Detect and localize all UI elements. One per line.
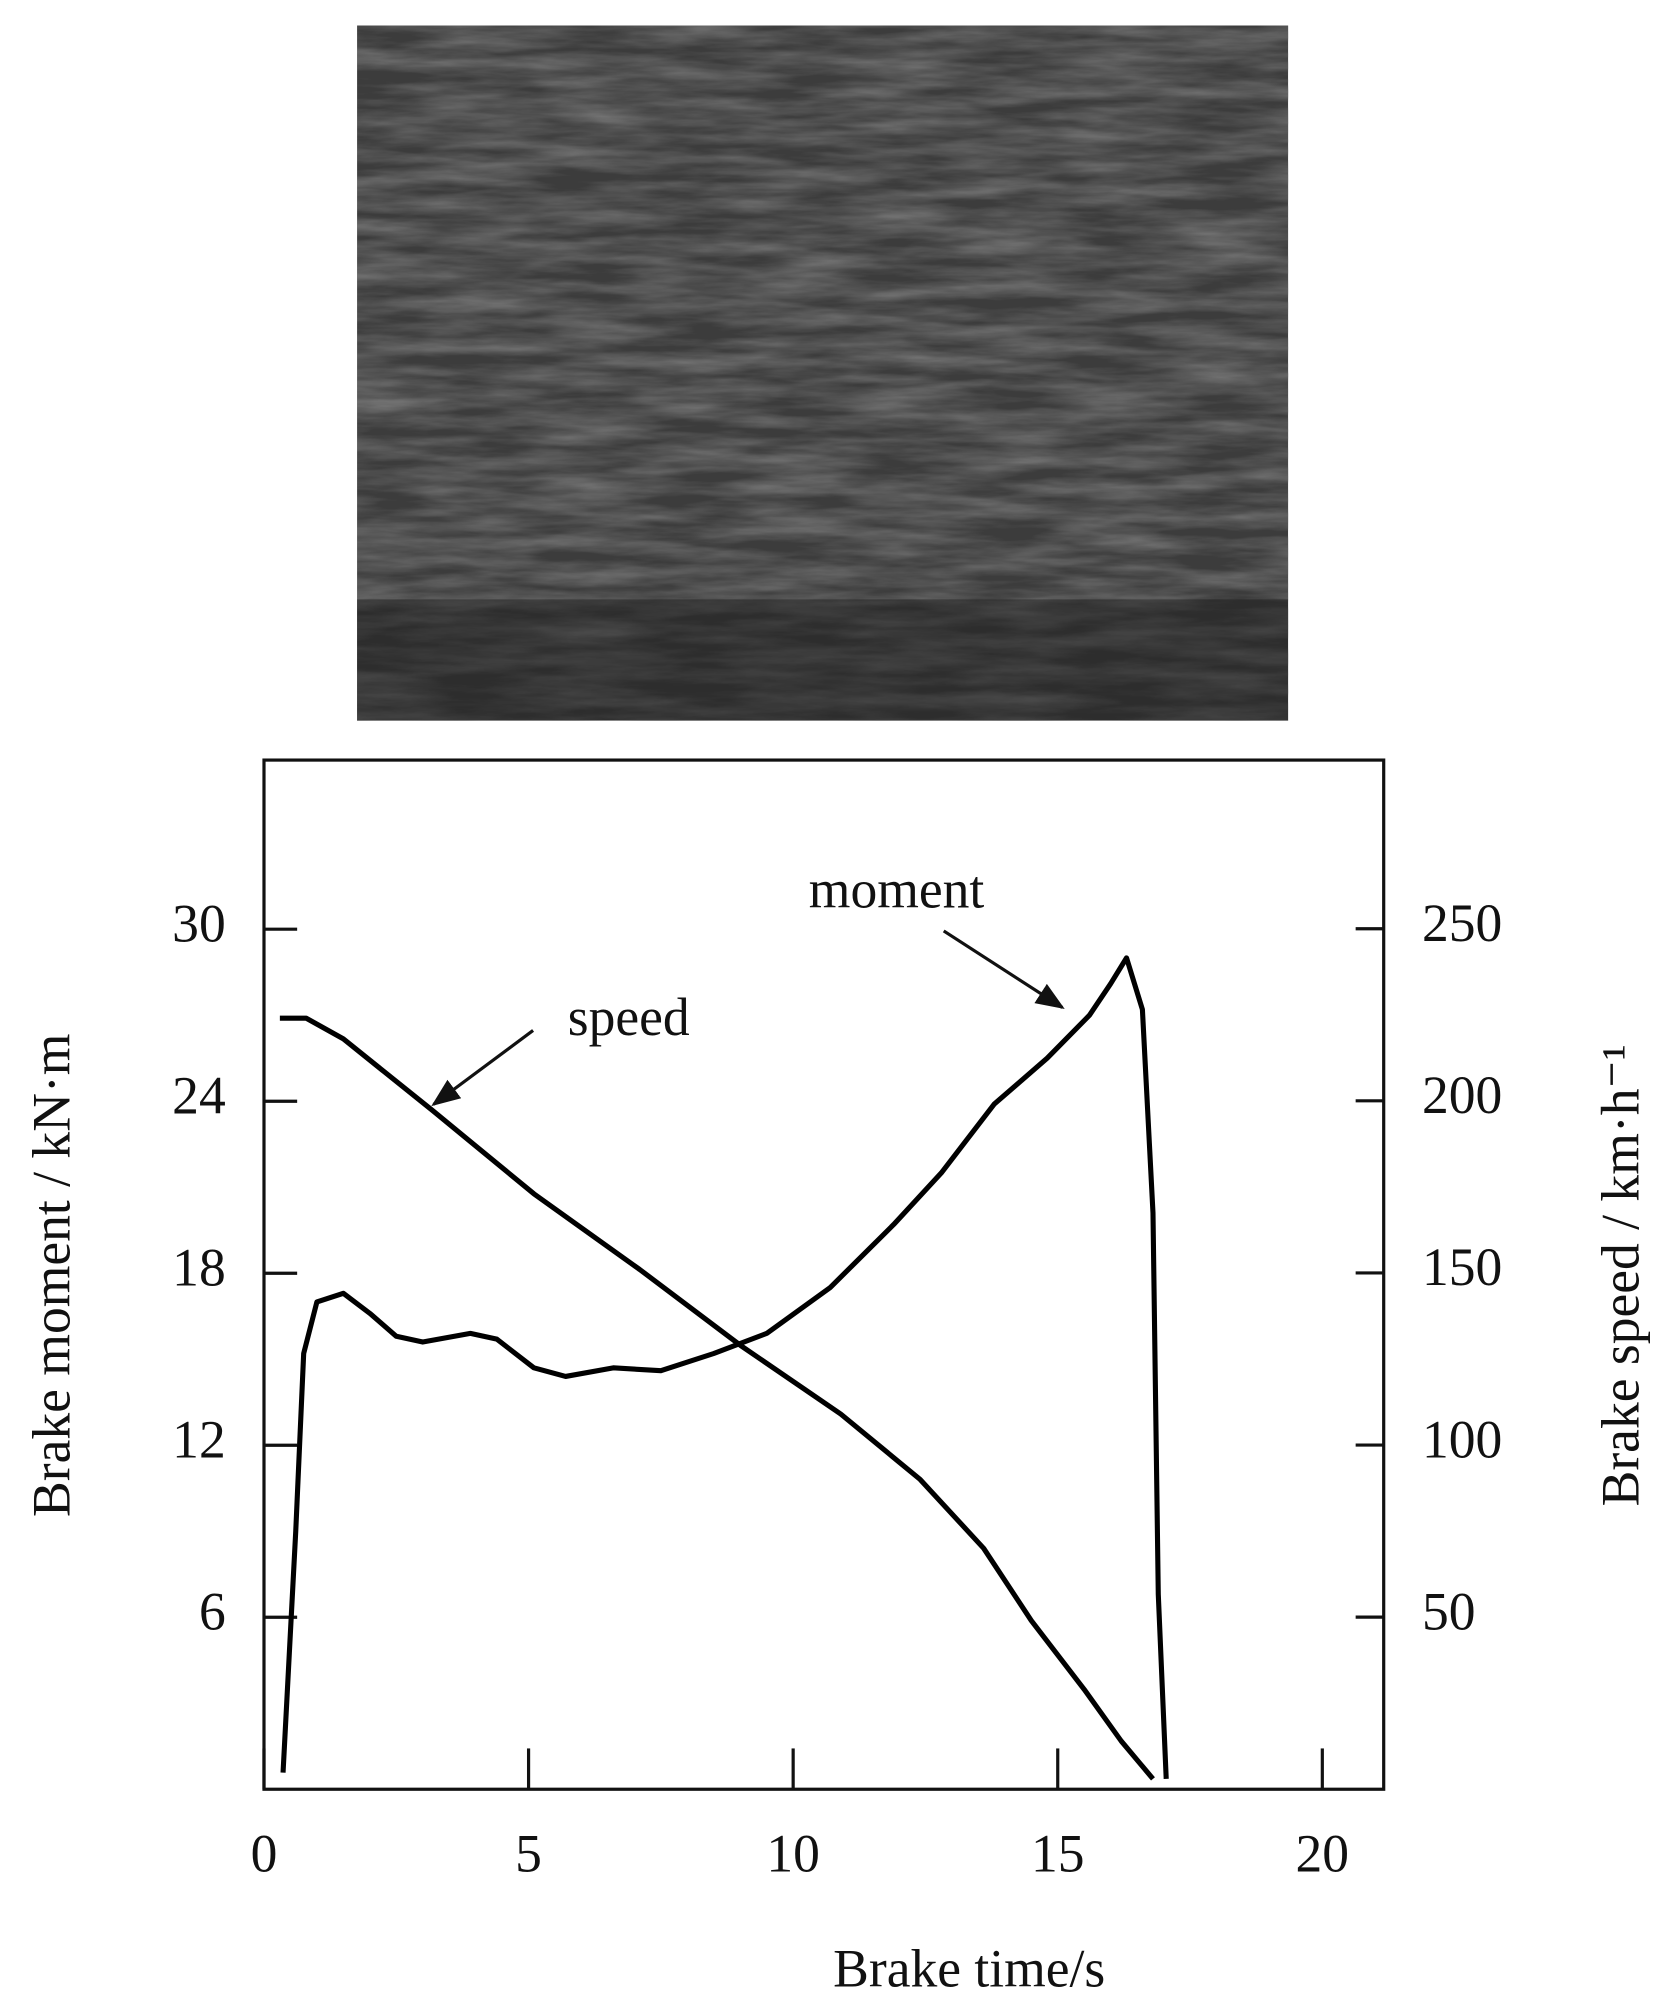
annotation-arrow <box>942 929 1065 1010</box>
y-tick-label: 30 <box>172 894 226 954</box>
y2-tick-label: 150 <box>1422 1237 1502 1297</box>
y-tick-label: 6 <box>199 1582 226 1642</box>
photo <box>357 25 1289 721</box>
annotation: speed <box>568 987 690 1047</box>
y-axis-label: Brake moment / kN·m <box>22 1034 82 1517</box>
y2-tick-label: 200 <box>1422 1065 1502 1125</box>
y-tick-label: 12 <box>172 1410 226 1470</box>
y2-tick-label: 250 <box>1422 893 1502 953</box>
x-tick-label: 0 <box>251 1824 278 1884</box>
x-tick-label: 15 <box>1031 1824 1085 1884</box>
x-tick-label: 20 <box>1296 1824 1350 1884</box>
annotation-arrow <box>431 1029 535 1107</box>
y2-axis-label: Brake speed / km·h⁻¹ <box>1590 1044 1650 1506</box>
plot-frame <box>262 758 1386 1791</box>
x-tick-label: 5 <box>515 1824 542 1884</box>
annotation: moment <box>809 860 985 920</box>
y-tick-label: 24 <box>172 1066 226 1126</box>
series-line <box>280 955 1169 1780</box>
y-tick-label: 18 <box>172 1238 226 1298</box>
x-tick-label: 10 <box>766 1824 820 1884</box>
y2-tick-label: 50 <box>1422 1581 1476 1641</box>
x-axis-label: Brake time/s <box>833 1938 1105 1998</box>
series-line <box>279 1015 1155 1781</box>
y2-tick-label: 100 <box>1422 1409 1502 1469</box>
